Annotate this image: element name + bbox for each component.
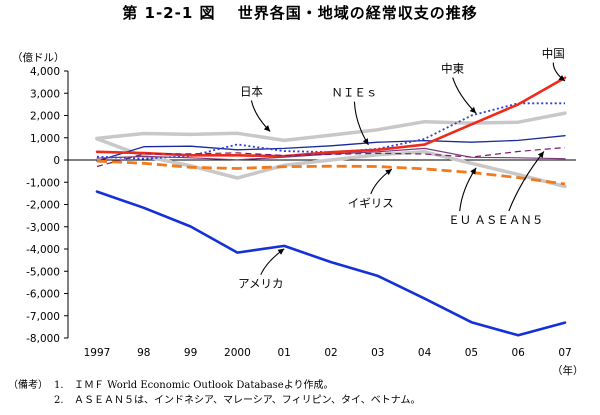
y-tick-label: -4,000 <box>26 244 60 256</box>
series-label-nies: ＮＩＥｓ <box>331 86 377 100</box>
callout-arrowhead <box>469 106 477 114</box>
note-2: 2. ＡＳＥＡＮ５は、インドネシア、マレーシア、フィリピン、タイ、ベトナム。 <box>8 393 598 408</box>
series-line-series-4 <box>95 76 567 158</box>
figure-title: 第 1-2-1 図 世界各国・地域の経常収支の推移 <box>122 4 478 22</box>
callout-arrowhead <box>385 169 392 176</box>
y-tick-label: 1,000 <box>30 133 60 145</box>
y-tick-label: -7,000 <box>26 311 60 323</box>
y-tick-label: -6,000 <box>26 289 60 301</box>
y-tick-label: -1,000 <box>26 177 60 189</box>
y-tick-label: -8,000 <box>26 333 60 345</box>
note-1: （備考） 1. ＩＭＦ World Economic Outlook Databas… <box>8 378 598 393</box>
series-label-asean5: ＡＳＥＡＮ５ <box>474 213 543 227</box>
x-tick-label: 02 <box>324 347 337 359</box>
callout-arrow <box>508 151 545 212</box>
callout-arrowhead <box>558 75 565 81</box>
callout-arrowhead <box>263 125 271 132</box>
current-account-chart: （億ドル） 4,000 3,000 2,000 1,000 0 -1,000 -2,000 -… <box>12 47 584 377</box>
series-line-asean5 <box>96 146 566 168</box>
callout-arrow <box>353 101 369 146</box>
x-axis-unit-label: （年） <box>552 364 584 377</box>
callout-arrowhead <box>277 248 285 255</box>
y-tick-label: 3,000 <box>30 88 60 100</box>
notes-prefix: （備考） <box>8 380 48 391</box>
chart-axes: 4,000 3,000 2,000 1,000 0 -1,000 -2,000 -3,000 -… <box>26 66 576 359</box>
callout-arrowhead <box>470 167 477 175</box>
note-number: 1. <box>54 380 64 391</box>
y-tick-label: 2,000 <box>30 111 60 123</box>
y-tick-label: -5,000 <box>26 266 60 278</box>
note-text: ＩＭＦ World Economic Outlook Databaseより作成。 <box>74 380 334 391</box>
notes: （備考） 1. ＩＭＦ World Economic Outlook Databas… <box>8 378 598 408</box>
series-line-series-7 <box>96 159 566 186</box>
x-tick-label: 98 <box>137 347 150 359</box>
callout-arrow <box>459 167 477 212</box>
series-label-eu: ＥＵ <box>448 213 471 227</box>
x-tick-label: 05 <box>465 347 478 359</box>
series-label-series-7: アメリカ <box>238 277 283 291</box>
x-tick-label: 99 <box>184 347 197 359</box>
series-line-series-8 <box>95 190 567 337</box>
series-line-series-3 <box>96 102 565 160</box>
series-label-series-3: 中国 <box>542 47 565 61</box>
y-tick-label: -3,000 <box>26 222 60 234</box>
series-line-series-0 <box>95 111 567 143</box>
y-axis-unit-label: （億ドル） <box>12 51 65 64</box>
series-label-series-4: イギリス <box>348 196 394 210</box>
series-line-nies <box>96 135 566 162</box>
series-layer <box>95 76 567 337</box>
y-tick-label: 0 <box>53 155 60 167</box>
y-tick-label: 4,000 <box>30 66 60 78</box>
x-tick-label: 1997 <box>84 347 111 359</box>
x-tick-label: 01 <box>278 347 291 359</box>
x-tick-label: 07 <box>558 347 571 359</box>
note-text: ＡＳＥＡＮ５は、インドネシア、マレーシア、フィリピン、タイ、ベトナム。 <box>74 395 421 406</box>
x-tick-label: 03 <box>371 347 384 359</box>
series-line-series-1 <box>95 137 567 189</box>
x-tick-label: 06 <box>512 347 526 359</box>
y-tick-label: -2,000 <box>26 200 60 212</box>
x-tick-label: 04 <box>418 347 432 359</box>
callout-arrowhead <box>362 138 369 145</box>
callout-arrowhead <box>537 151 544 159</box>
x-tick-label: 2000 <box>224 347 251 359</box>
note-number: 2. <box>54 395 64 406</box>
series-label-series-2: 中東 <box>441 62 464 76</box>
callout-arrow <box>452 77 477 114</box>
series-label-series-0: 日本 <box>240 84 263 98</box>
